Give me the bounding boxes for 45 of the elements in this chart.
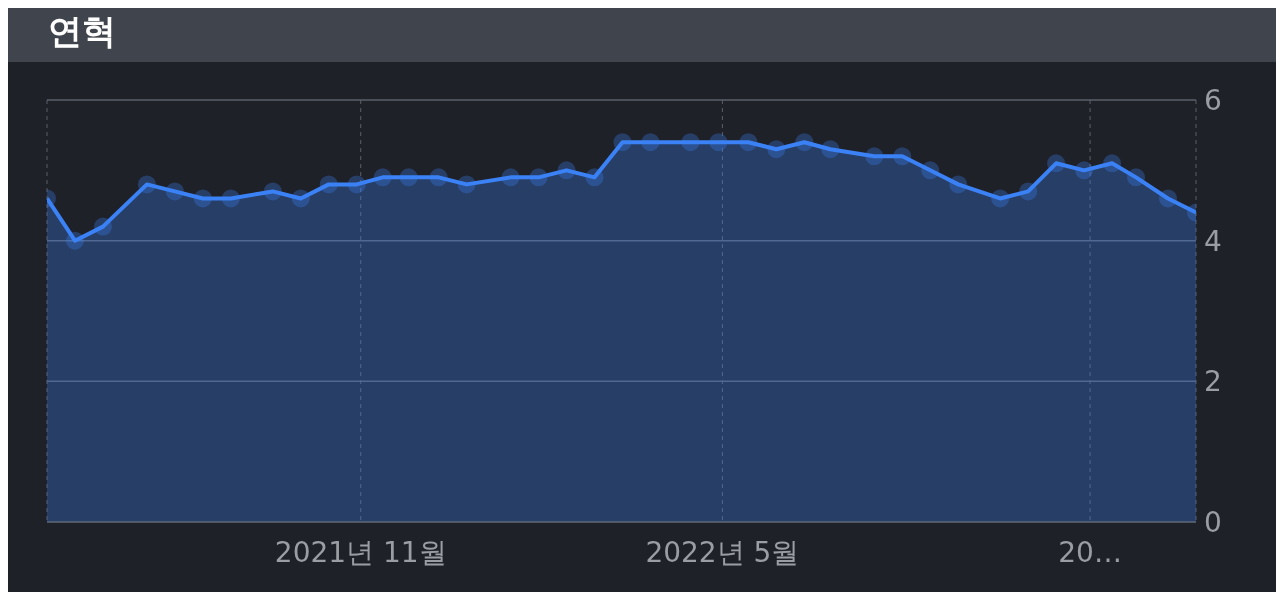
point <box>821 140 840 159</box>
point <box>641 133 660 152</box>
point <box>1047 154 1066 173</box>
point <box>137 175 156 194</box>
point <box>585 168 604 187</box>
point <box>1075 161 1094 180</box>
y-tick-label: 0 <box>1204 505 1222 539</box>
point <box>767 140 786 159</box>
point <box>429 168 448 187</box>
point <box>613 133 632 152</box>
point <box>949 175 968 194</box>
point <box>893 147 912 166</box>
y-tick-label: 6 <box>1204 83 1222 117</box>
point <box>1127 168 1146 187</box>
point <box>221 189 240 208</box>
point <box>795 133 814 152</box>
y-tick-label: 4 <box>1204 224 1222 258</box>
point <box>991 189 1010 208</box>
point <box>529 168 548 187</box>
point <box>681 133 700 152</box>
point <box>263 182 282 201</box>
point <box>93 217 112 236</box>
point <box>865 147 884 166</box>
point <box>457 175 476 194</box>
point <box>373 168 392 187</box>
point <box>165 182 184 201</box>
point <box>739 133 758 152</box>
point <box>65 231 84 250</box>
chart-title: 연혁 <box>8 8 1276 62</box>
y-tick-label: 2 <box>1204 365 1222 399</box>
point <box>1103 154 1122 173</box>
point <box>1159 189 1178 208</box>
point <box>399 168 418 187</box>
point <box>921 161 940 180</box>
point <box>557 161 576 180</box>
point <box>291 189 310 208</box>
point <box>347 175 366 194</box>
x-tick-label: 20… <box>1058 535 1122 569</box>
x-tick-label: 2022년 5월 <box>645 535 800 569</box>
point <box>193 189 212 208</box>
point <box>319 175 338 194</box>
point <box>501 168 520 187</box>
point <box>1019 182 1038 201</box>
x-tick-label: 2021년 11월 <box>274 535 447 569</box>
point <box>709 133 728 152</box>
